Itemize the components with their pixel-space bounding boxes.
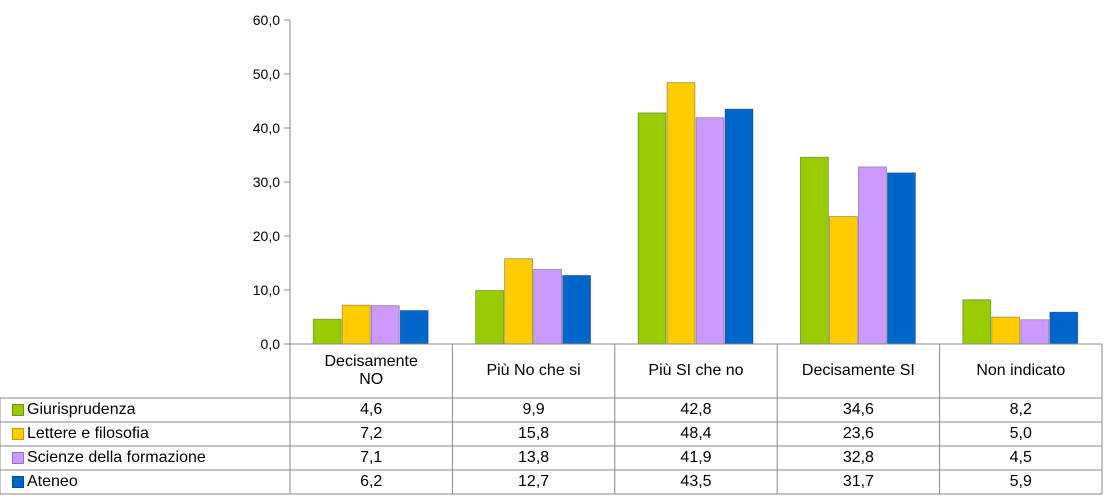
y-tick-label: 0,0	[261, 336, 281, 352]
data-label: 8,2	[1009, 401, 1032, 418]
category-label: Più No che si	[486, 362, 581, 379]
bar-lettere-e-filosofia	[666, 82, 696, 345]
y-tick-label: 30,0	[253, 174, 280, 190]
legend-swatch	[12, 428, 24, 440]
data-label: 41,9	[680, 449, 712, 466]
data-label: 7,2	[360, 425, 383, 442]
category-label: Non indicato	[976, 362, 1066, 379]
legend-entry: Scienze della formazione	[0, 446, 290, 470]
legend-swatch	[12, 404, 24, 416]
data-label: 4,5	[1009, 449, 1032, 466]
legend-swatch	[12, 476, 24, 488]
bar-lettere-e-filosofia	[341, 304, 371, 345]
category-label: Decisamente SI	[801, 362, 915, 379]
data-label: 32,8	[842, 449, 874, 466]
data-label: 9,9	[522, 401, 545, 418]
data-label: 12,7	[518, 473, 550, 490]
bar-giurisprudenza	[475, 290, 505, 345]
data-label: 15,8	[518, 425, 550, 442]
y-tick-label: 60,0	[253, 12, 280, 28]
y-tick-label: 20,0	[253, 228, 280, 244]
legend-label: Scienze della formazione	[27, 449, 206, 466]
bar-scienze-della-formazione	[858, 166, 887, 345]
bar-ateneo	[724, 108, 754, 345]
data-label: 5,9	[1009, 473, 1032, 490]
bar-scienze-della-formazione	[1020, 319, 1050, 345]
bar-ateneo	[887, 172, 916, 345]
bar-scienze-della-formazione	[370, 305, 400, 345]
data-label: 13,8	[518, 449, 550, 466]
legend-entry: Giurisprudenza	[0, 398, 290, 422]
data-label: 31,7	[842, 473, 874, 490]
data-label: 48,4	[680, 425, 712, 442]
data-label: 34,6	[842, 401, 874, 418]
category-label: Più SI che no	[648, 362, 744, 379]
bar-lettere-e-filosofia	[829, 216, 858, 345]
y-tick-label: 40,0	[253, 120, 280, 136]
bar-lettere-e-filosofia	[991, 316, 1021, 345]
legend-entry: Lettere e filosofia	[0, 422, 290, 446]
data-label: 6,2	[360, 473, 383, 490]
bar-lettere-e-filosofia	[504, 258, 534, 345]
bar-scienze-della-formazione	[533, 269, 562, 345]
data-label: 43,5	[680, 473, 712, 490]
y-tick-label: 10,0	[253, 282, 280, 298]
legend-swatch	[12, 452, 24, 464]
bar-ateneo	[1049, 311, 1079, 345]
bar-giurisprudenza	[312, 318, 342, 345]
bar-ateneo	[399, 310, 429, 345]
legend-label: Ateneo	[27, 473, 78, 490]
data-label: 4,6	[360, 401, 383, 418]
bar-scienze-della-formazione	[695, 117, 725, 345]
legend-entry: Ateneo	[0, 470, 290, 494]
bar-ateneo	[562, 275, 591, 345]
bar-giurisprudenza	[637, 112, 667, 345]
y-tick-label: 50,0	[253, 66, 280, 82]
bar-giurisprudenza	[800, 156, 829, 345]
data-label: 23,6	[842, 425, 874, 442]
category-label: Decisamente NO	[324, 353, 418, 388]
data-label: 42,8	[680, 401, 712, 418]
bar-giurisprudenza	[962, 299, 992, 345]
data-label: 5,0	[1009, 425, 1032, 442]
data-label: 7,1	[360, 449, 383, 466]
legend-label: Giurisprudenza	[27, 401, 136, 418]
legend-label: Lettere e filosofia	[27, 425, 149, 442]
